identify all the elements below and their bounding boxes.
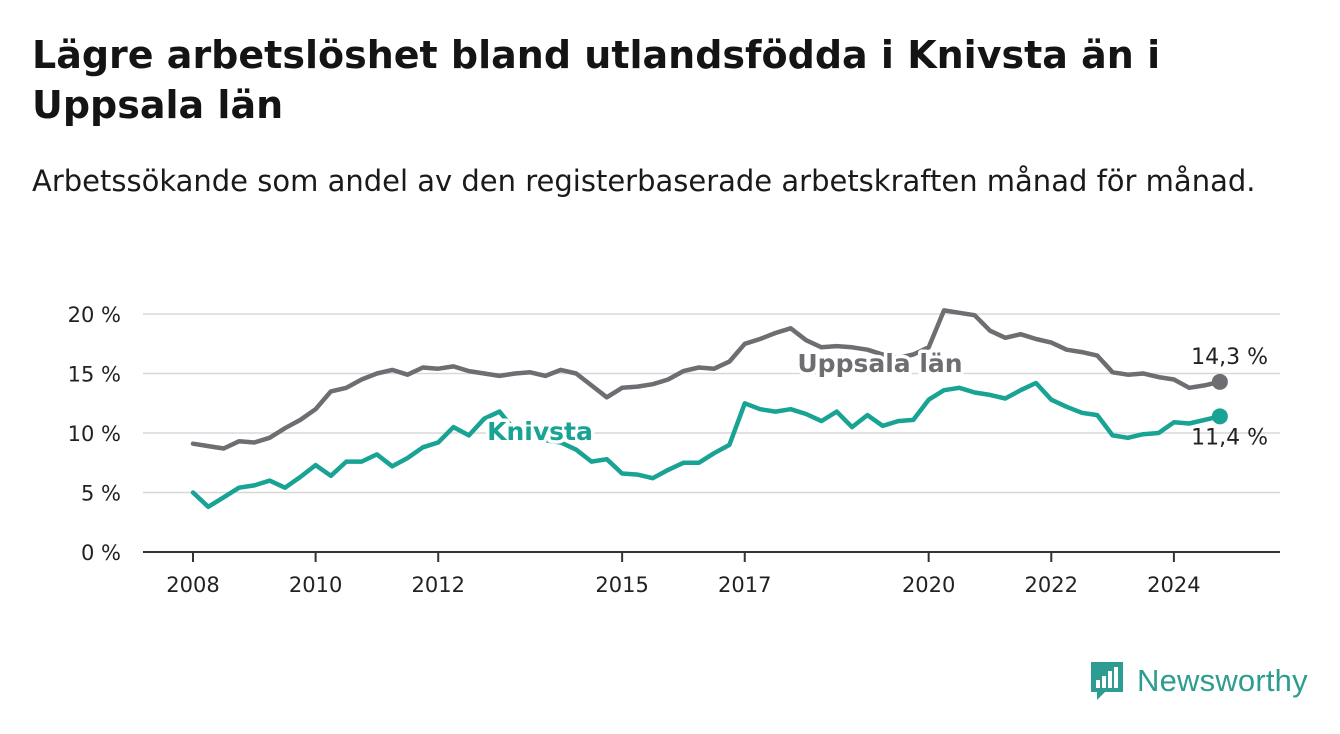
y-axis-ticks: 0 % 5 % 10 % 15 % 20 %: [68, 303, 121, 565]
x-tick-label: 2012: [411, 573, 464, 597]
series-line-knivsta: [190, 380, 1223, 510]
brand-name: Newsworthy: [1137, 663, 1308, 698]
y-tick-label: 5 %: [81, 482, 121, 506]
y-tick-label: 0 %: [81, 541, 121, 565]
x-tick-label: 2010: [289, 573, 342, 597]
series-label-knivsta: Knivsta: [487, 417, 593, 446]
x-tick-label: 2020: [902, 573, 955, 597]
newsworthy-brand: Newsworthy: [1089, 660, 1308, 702]
chart-title: Lägre arbetslöshet bland utlandsfödda i …: [32, 33, 1161, 127]
series-end-marker: [1211, 373, 1228, 390]
x-tick-label: 2022: [1025, 573, 1078, 597]
y-tick-label: 15 %: [68, 363, 121, 387]
x-tick-label: 2017: [718, 573, 771, 597]
series-labels: 14,3 % 11,4 % Uppsala län Knivsta: [484, 345, 1268, 451]
y-tick-label: 20 %: [68, 303, 121, 327]
chart-subtitle: Arbetssökande som andel av den registerb…: [32, 164, 1256, 198]
newsworthy-logo-icon: [1091, 662, 1123, 700]
x-tick-label: 2015: [595, 573, 648, 597]
x-axis-ticks: 2008 2010 2012 2015 2017 2020 2022 2024: [166, 552, 1201, 597]
series-end-label: 14,3 %: [1191, 345, 1268, 370]
x-tick-label: 2008: [166, 573, 219, 597]
series-end-label: 11,4 %: [1191, 425, 1268, 450]
y-tick-label: 10 %: [68, 422, 121, 446]
series-lines: [190, 308, 1228, 510]
x-tick-label: 2024: [1147, 573, 1200, 597]
series-end-marker: [1211, 408, 1228, 425]
series-label-uppsala: Uppsala län: [797, 349, 962, 378]
gridlines: [143, 313, 1280, 553]
series-line-uppsala: [190, 308, 1223, 451]
